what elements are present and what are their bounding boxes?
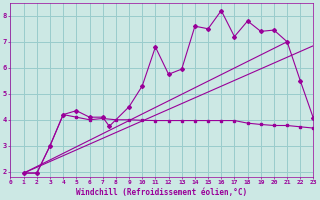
X-axis label: Windchill (Refroidissement éolien,°C): Windchill (Refroidissement éolien,°C) (76, 188, 248, 197)
